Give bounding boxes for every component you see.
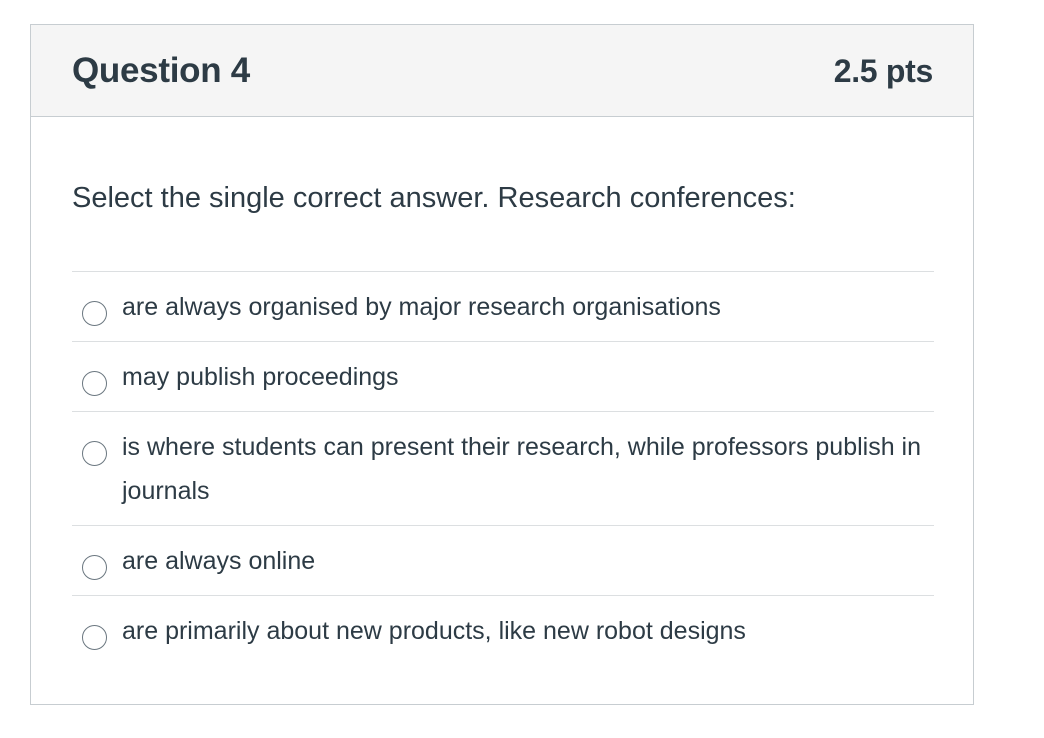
question-title: Question 4: [72, 51, 250, 91]
answer-label[interactable]: may publish proceedings: [122, 355, 934, 399]
answer-option-3[interactable]: is where students can present their rese…: [72, 411, 934, 525]
answer-list: are always organised by major research o…: [72, 271, 934, 665]
answer-option-5[interactable]: are primarily about new products, like n…: [72, 595, 934, 665]
radio-button-icon[interactable]: [82, 301, 107, 326]
answer-label[interactable]: is where students can present their rese…: [122, 425, 934, 513]
radio-button-icon[interactable]: [82, 555, 107, 580]
answer-label[interactable]: are always organised by major research o…: [122, 285, 934, 329]
answer-label[interactable]: are always online: [122, 539, 934, 583]
answer-option-1[interactable]: are always organised by major research o…: [72, 271, 934, 341]
answer-option-4[interactable]: are always online: [72, 525, 934, 595]
radio-button-icon[interactable]: [82, 625, 107, 650]
radio-button-icon[interactable]: [82, 371, 107, 396]
answer-label[interactable]: are primarily about new products, like n…: [122, 609, 934, 653]
question-points: 2.5 pts: [834, 53, 933, 90]
radio-button-icon[interactable]: [82, 441, 107, 466]
question-card: Question 4 2.5 pts Select the single cor…: [30, 24, 974, 705]
answer-option-2[interactable]: may publish proceedings: [72, 341, 934, 411]
question-prompt: Select the single correct answer. Resear…: [72, 182, 796, 215]
question-header: Question 4 2.5 pts: [31, 25, 973, 117]
